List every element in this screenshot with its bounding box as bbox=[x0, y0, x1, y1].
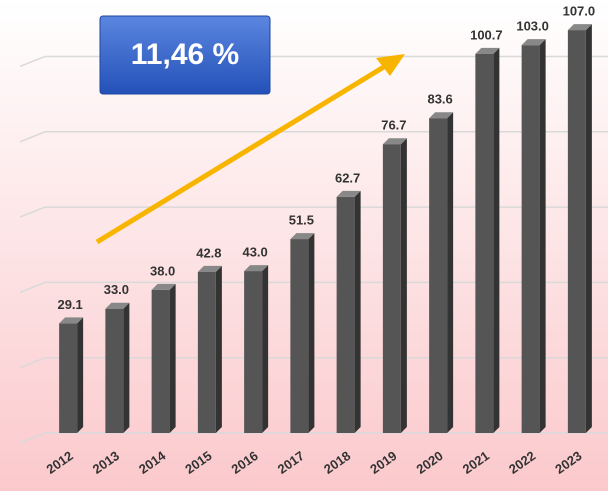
bar-top bbox=[197, 265, 222, 272]
grid-line bbox=[19, 55, 608, 68]
bar-side bbox=[400, 138, 407, 433]
bar bbox=[59, 323, 78, 433]
value-label: 100.7 bbox=[470, 27, 503, 42]
trend-arrow bbox=[95, 59, 394, 245]
value-label: 76.7 bbox=[381, 118, 406, 133]
bar-side bbox=[215, 265, 222, 433]
bar-side bbox=[447, 112, 454, 433]
grid-line bbox=[19, 356, 608, 369]
arrow-head bbox=[376, 54, 405, 76]
grid-line bbox=[19, 206, 608, 218]
bar-top bbox=[336, 190, 361, 197]
bar-top bbox=[429, 112, 454, 119]
bar bbox=[290, 239, 309, 433]
bar-side bbox=[123, 302, 130, 433]
bar bbox=[197, 271, 216, 433]
bar-top bbox=[521, 39, 546, 46]
value-label: 43.0 bbox=[242, 245, 267, 260]
value-label: 33.0 bbox=[104, 282, 129, 297]
value-label: 62.7 bbox=[335, 170, 360, 185]
bar-top bbox=[105, 302, 130, 309]
bar-side bbox=[77, 317, 84, 433]
bar bbox=[567, 30, 586, 434]
bar-top bbox=[151, 283, 176, 290]
bar-side bbox=[262, 265, 269, 433]
annotation-box bbox=[99, 15, 271, 95]
bar bbox=[382, 144, 401, 433]
grid-line bbox=[19, 432, 608, 444]
grid-line bbox=[19, 281, 608, 294]
bar-side bbox=[169, 283, 176, 433]
value-label: 103.0 bbox=[516, 19, 549, 34]
value-label: 83.6 bbox=[427, 92, 452, 107]
bar bbox=[336, 196, 355, 433]
bar-top bbox=[59, 317, 84, 324]
bar-side bbox=[493, 47, 500, 433]
bar bbox=[244, 271, 263, 433]
bar-top bbox=[567, 24, 592, 31]
bar-side bbox=[354, 190, 361, 433]
value-label: 107.0 bbox=[563, 4, 596, 19]
bar-top bbox=[290, 233, 315, 240]
value-label: 29.1 bbox=[57, 297, 82, 312]
value-label: 51.5 bbox=[289, 213, 314, 228]
bar bbox=[475, 53, 494, 433]
grid-line bbox=[19, 131, 608, 143]
bar-side bbox=[585, 24, 592, 434]
bar-top bbox=[475, 47, 500, 54]
bar-side bbox=[308, 233, 315, 433]
bar-side bbox=[539, 39, 546, 433]
bar bbox=[521, 45, 540, 433]
value-label: 38.0 bbox=[150, 263, 175, 278]
grid bbox=[19, 55, 608, 444]
value-label: 42.8 bbox=[196, 245, 221, 260]
bar bbox=[429, 118, 448, 433]
bar bbox=[151, 289, 170, 433]
annotation: 11,46 % bbox=[131, 38, 239, 71]
bar-top bbox=[244, 265, 269, 272]
bar-top bbox=[382, 138, 407, 145]
bars: 29.1 33.0 38.0 42.8 43.0 51.5 62.7 76.7 83.6 100.… bbox=[57, 4, 596, 434]
bar bbox=[105, 308, 124, 433]
